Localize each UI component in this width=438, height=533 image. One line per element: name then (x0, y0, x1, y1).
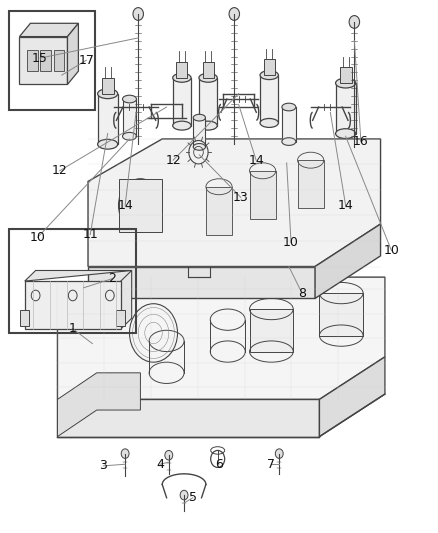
Polygon shape (19, 37, 67, 84)
Bar (53, 50, 64, 71)
Ellipse shape (193, 114, 205, 121)
Ellipse shape (123, 95, 137, 103)
Bar (297, 160, 324, 208)
Bar (319, 293, 363, 336)
Bar (339, 67, 352, 83)
Text: 2: 2 (108, 272, 116, 285)
Polygon shape (25, 270, 132, 329)
Bar (20, 310, 29, 326)
Circle shape (121, 449, 129, 458)
Ellipse shape (173, 121, 191, 130)
Circle shape (180, 490, 188, 500)
Text: 12: 12 (52, 164, 67, 177)
Ellipse shape (336, 128, 356, 139)
Bar (40, 50, 51, 71)
Bar (336, 83, 356, 134)
Ellipse shape (123, 132, 137, 140)
Ellipse shape (282, 138, 296, 146)
Text: 10: 10 (283, 236, 299, 249)
Text: 11: 11 (82, 228, 98, 241)
Text: 7: 7 (266, 458, 275, 471)
Text: 4: 4 (156, 458, 164, 471)
Circle shape (229, 7, 240, 20)
Ellipse shape (98, 89, 118, 99)
Bar (123, 99, 137, 136)
Bar (173, 78, 191, 126)
Text: 6: 6 (215, 458, 223, 471)
Text: 10: 10 (384, 244, 399, 257)
Ellipse shape (260, 118, 279, 127)
Polygon shape (88, 266, 315, 298)
Circle shape (276, 449, 283, 458)
Circle shape (133, 7, 144, 20)
Bar (27, 50, 38, 71)
Circle shape (349, 15, 360, 28)
Bar (206, 187, 232, 235)
Polygon shape (67, 23, 78, 84)
Ellipse shape (173, 74, 191, 82)
Bar (102, 78, 114, 94)
Text: 17: 17 (78, 54, 94, 67)
Text: 14: 14 (338, 199, 353, 212)
Bar (117, 310, 125, 326)
Bar (199, 78, 217, 126)
Bar (98, 94, 118, 144)
Bar (119, 179, 162, 232)
Bar (250, 309, 293, 352)
Text: 14: 14 (248, 154, 264, 167)
Bar (250, 171, 276, 219)
Polygon shape (57, 277, 385, 399)
Text: 10: 10 (30, 231, 46, 244)
Polygon shape (319, 357, 385, 437)
Text: 1: 1 (69, 322, 77, 335)
Polygon shape (315, 224, 381, 298)
Bar (10, 229, 136, 333)
Polygon shape (57, 373, 141, 437)
Polygon shape (88, 139, 381, 266)
Circle shape (165, 450, 173, 460)
Text: 13: 13 (233, 191, 249, 204)
Text: 8: 8 (298, 287, 306, 300)
Ellipse shape (193, 143, 205, 150)
Bar (264, 59, 275, 75)
Text: 15: 15 (32, 52, 48, 64)
Ellipse shape (260, 71, 279, 79)
Text: 3: 3 (99, 459, 107, 472)
Ellipse shape (199, 121, 217, 130)
Text: 5: 5 (189, 491, 197, 504)
Polygon shape (19, 23, 78, 37)
Text: 16: 16 (353, 135, 369, 148)
Bar (282, 107, 296, 142)
Bar (25, 281, 121, 329)
Bar (193, 118, 205, 147)
Text: 12: 12 (165, 154, 181, 167)
Ellipse shape (282, 103, 296, 111)
Text: 14: 14 (117, 199, 133, 212)
Bar (260, 75, 279, 123)
Bar (177, 62, 187, 78)
Bar (203, 62, 214, 78)
Ellipse shape (199, 74, 217, 82)
Ellipse shape (98, 139, 118, 149)
Bar (10, 11, 95, 110)
Ellipse shape (336, 78, 356, 88)
Polygon shape (57, 399, 319, 437)
